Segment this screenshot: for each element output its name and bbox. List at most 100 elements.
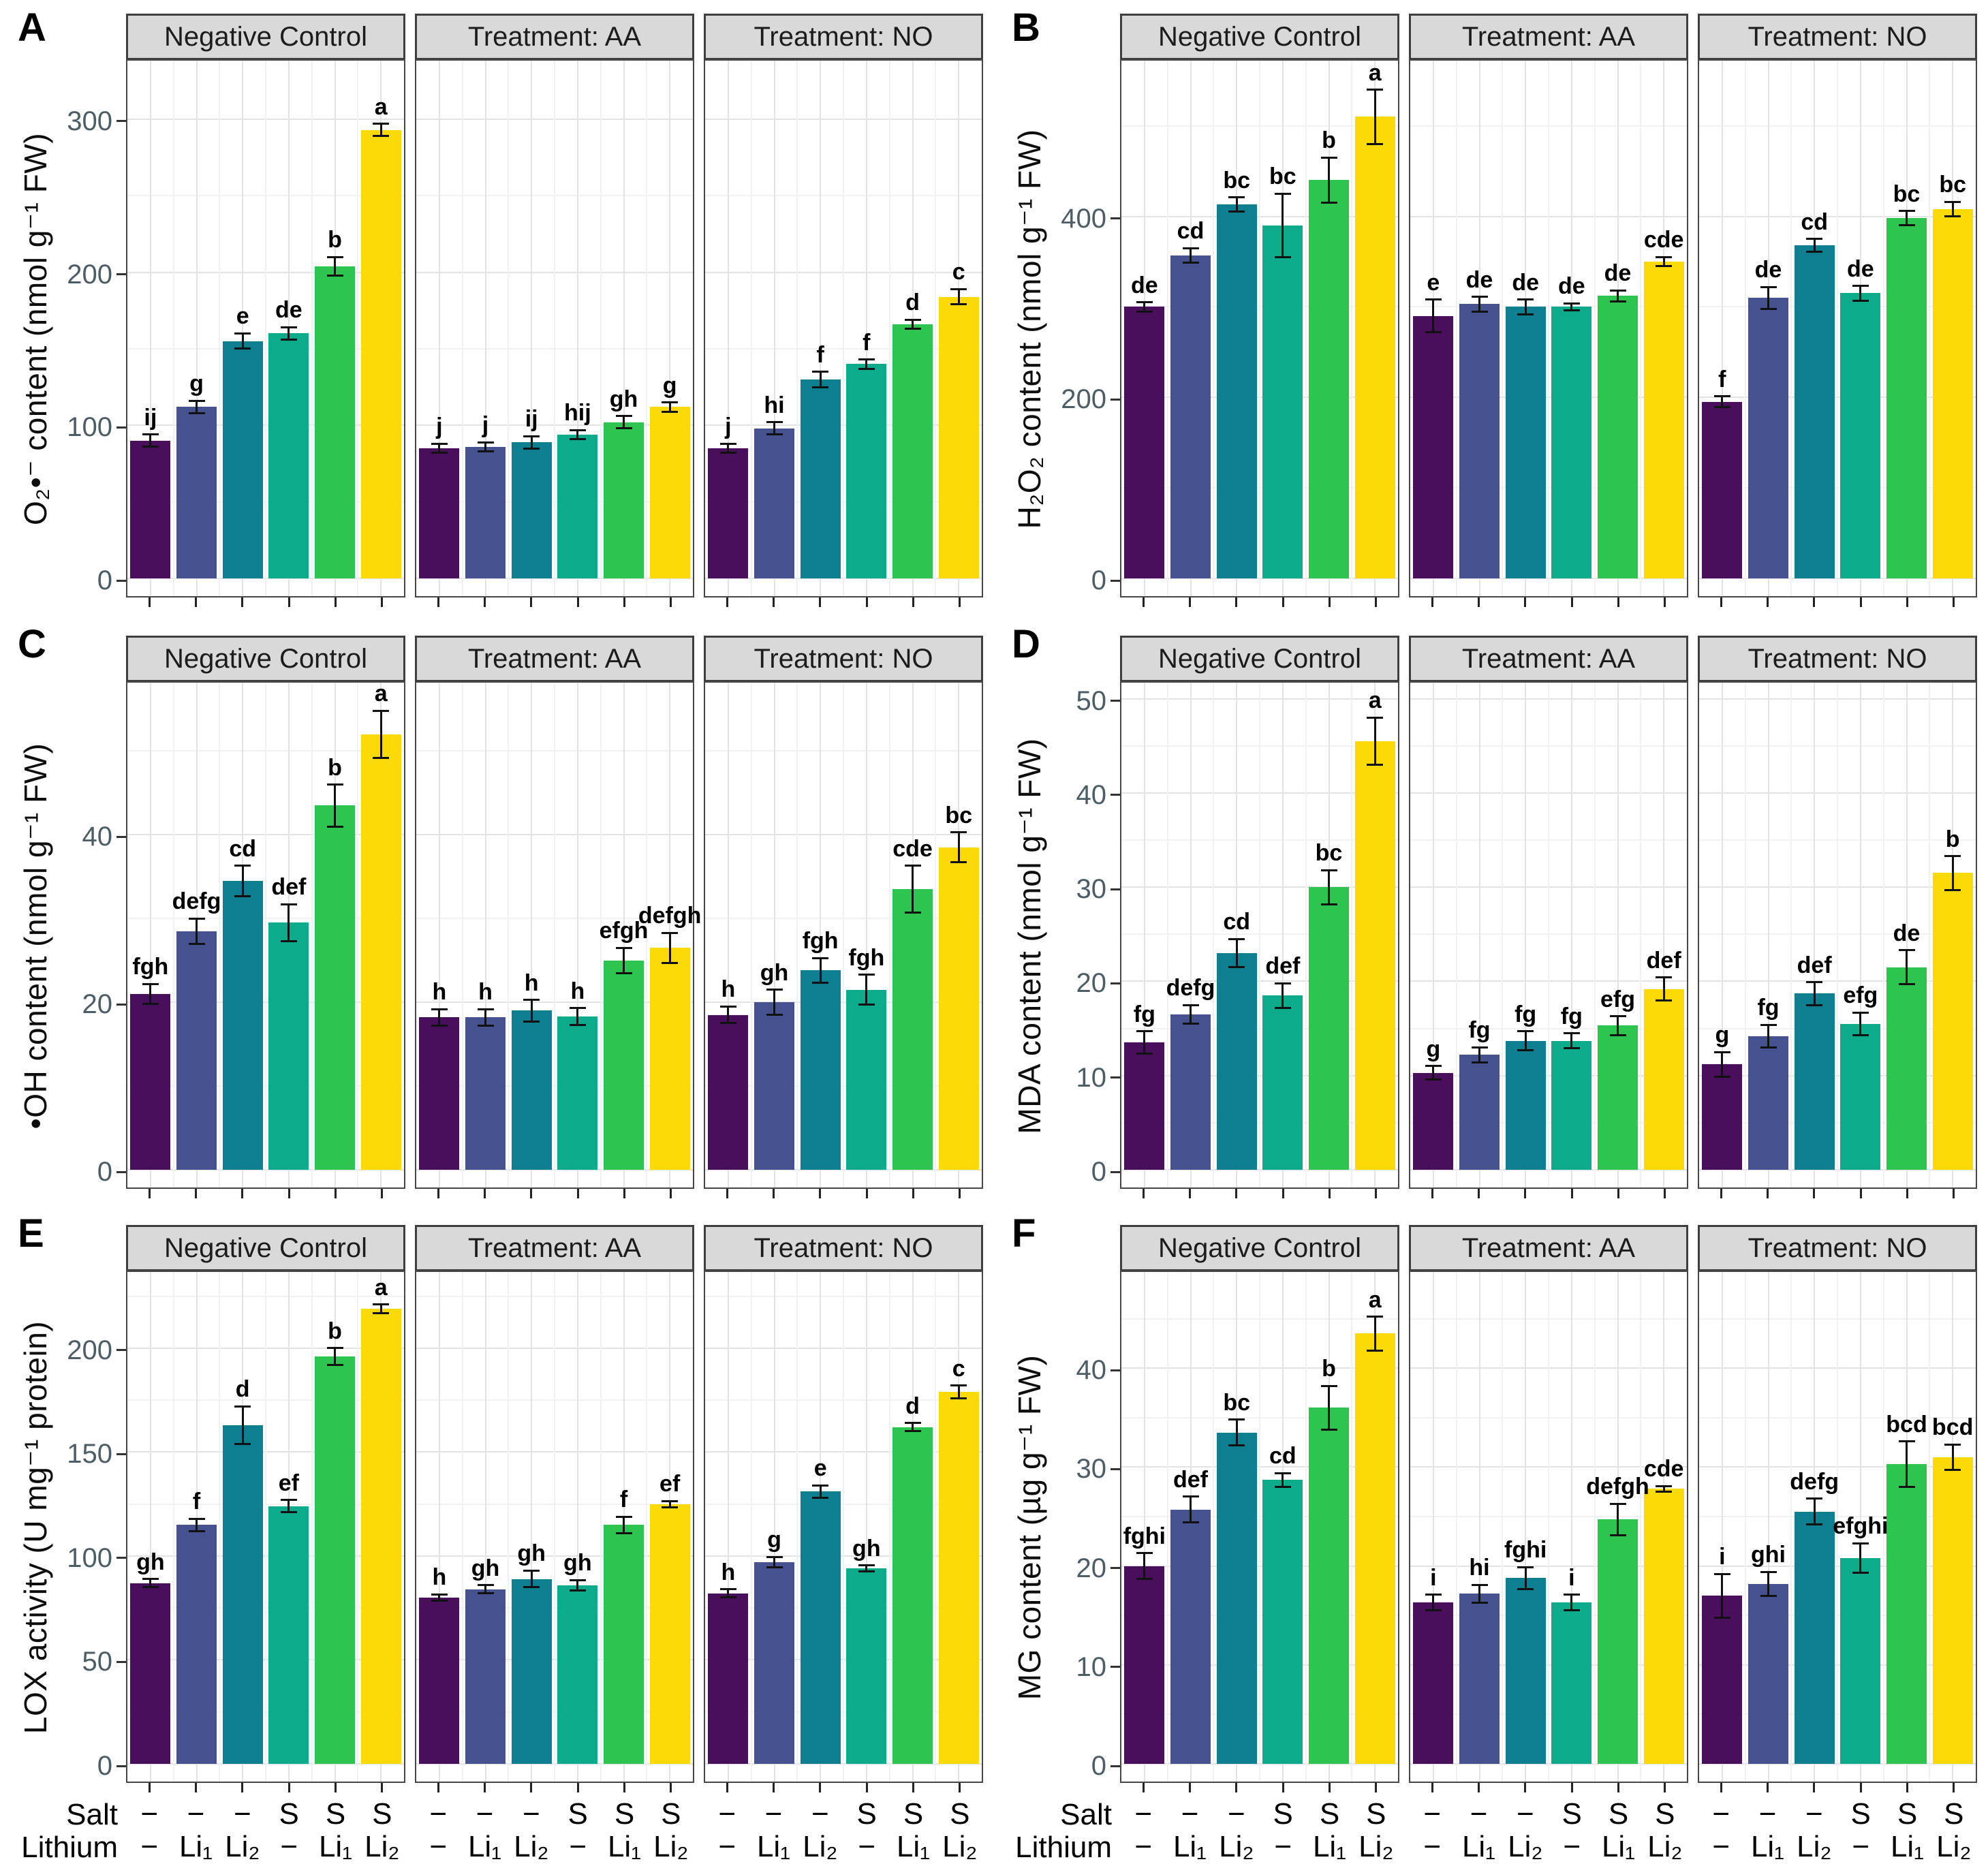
error-bar-cap	[326, 1347, 343, 1350]
error-bar-cap	[1852, 1034, 1869, 1036]
bar	[1309, 1408, 1349, 1764]
salt-value: −	[811, 1797, 829, 1831]
sig-letter: h	[432, 979, 447, 1006]
error-bar	[1767, 1572, 1769, 1596]
sig-letter: b	[1322, 1356, 1336, 1382]
error-bar-cap	[1517, 1048, 1534, 1051]
error-bar-cap	[234, 347, 251, 350]
error-bar-cap	[812, 1497, 829, 1500]
sig-letter: i	[1568, 1564, 1575, 1591]
lithium-value: −	[1852, 1830, 1870, 1863]
error-bar-cap	[1852, 299, 1869, 302]
error-bar-cap	[234, 1442, 251, 1445]
error-bar-cap	[719, 1588, 736, 1591]
x-tick-mark	[530, 1189, 533, 1198]
gridline-v-major	[1721, 61, 1723, 596]
gridline-v-major	[1432, 683, 1434, 1187]
error-bar-cap	[373, 756, 390, 759]
sig-letter: de	[1512, 269, 1539, 296]
facet-B-1: Treatment: AA e de de de de cde	[1409, 14, 1688, 614]
error-bar	[484, 1009, 486, 1026]
error-bar-cap	[1898, 210, 1915, 213]
error-bar-cap	[280, 326, 297, 328]
error-bar-cap	[188, 942, 205, 945]
error-bar	[1951, 202, 1954, 217]
facet-F-2: Treatment: NO i ghi defg efghi bcd bcd − − − S S S − L…	[1698, 1225, 1977, 1862]
sig-letter: cde	[1643, 1456, 1684, 1482]
gridline-v-major	[438, 61, 440, 596]
error-bar-cap	[1852, 1542, 1869, 1544]
error-bar-cap	[662, 401, 679, 404]
error-bar-cap	[1806, 238, 1823, 240]
x-tick-mark	[335, 597, 337, 607]
gridline-v-minor	[1594, 61, 1596, 596]
sig-letter: b	[328, 227, 342, 253]
salt-value: S	[1366, 1797, 1386, 1831]
lithium-value: Li₁	[1172, 1830, 1207, 1863]
error-bar-cap	[1898, 983, 1915, 986]
error-bar	[1235, 939, 1238, 967]
error-bar-cap	[1760, 285, 1777, 288]
error-bar-cap	[1228, 196, 1245, 199]
lithium-value: −	[858, 1830, 876, 1863]
bar	[1413, 1602, 1454, 1764]
bar	[1170, 1509, 1211, 1764]
facet-strip: Negative Control	[126, 1225, 405, 1271]
x-tick-mark	[241, 597, 244, 607]
gridline-v-major	[773, 61, 775, 596]
facet-strip: Treatment: NO	[1698, 636, 1977, 682]
gridline-v-minor	[1594, 1272, 1596, 1782]
sig-letter: fgh	[848, 944, 885, 971]
x-tick-mark	[1720, 1189, 1722, 1198]
gridline-v-minor	[935, 683, 937, 1187]
x-tick-mark	[195, 1189, 197, 1198]
bar	[1840, 1557, 1881, 1764]
sig-letter: fg	[1468, 1017, 1491, 1044]
error-bar-cap	[1471, 296, 1488, 298]
x-tick-mark	[865, 1783, 868, 1792]
x-tick-mark	[1375, 1783, 1378, 1792]
x-tick-mark	[1953, 1783, 1955, 1792]
y-tick-mark	[1111, 579, 1120, 582]
error-bar-cap	[569, 429, 586, 431]
sig-letter: bc	[1223, 1389, 1250, 1416]
sig-letter: i	[1430, 1564, 1437, 1591]
y-tick-mark	[117, 1003, 126, 1006]
facet-A-0: Negative Control ij g e de b a	[126, 14, 405, 614]
bar	[1643, 1489, 1684, 1764]
x-tick-mark	[1478, 1783, 1480, 1792]
error-bar	[438, 1594, 441, 1601]
x-tick-mark	[773, 597, 775, 607]
x-tick-mark	[288, 1783, 290, 1792]
sig-letter: def	[1265, 953, 1301, 980]
gridline-v-minor	[1455, 1272, 1457, 1782]
error-bar-cap	[326, 825, 343, 828]
bar	[360, 129, 401, 578]
gridline-v-major	[1859, 683, 1861, 1187]
salt-row: − − − S S S	[126, 1798, 405, 1829]
bar	[222, 1425, 263, 1764]
gridline-v-major	[865, 61, 867, 596]
gridline-v-minor	[1305, 61, 1307, 596]
error-bar	[1906, 1441, 1908, 1487]
facet-plot: i hi fghi i defgh cde	[1409, 1271, 1688, 1783]
y-tick-label: 20	[82, 989, 113, 1020]
x-tick-mark	[1235, 597, 1238, 607]
error-bar	[1282, 193, 1284, 258]
bar	[1794, 245, 1835, 578]
sig-letter: cde	[892, 835, 933, 862]
error-bar-cap	[326, 1363, 343, 1366]
y-tick-mark	[1111, 888, 1120, 890]
gridline-v-minor	[172, 1272, 174, 1782]
facet-F-0: Negative Control fghi def bc cd b a − − − S S S − Li₁ L…	[1120, 1225, 1399, 1862]
bar	[604, 422, 644, 578]
error-bar	[1190, 1496, 1192, 1523]
y-axis-A: O₂•⁻ content (nmol g⁻¹ FW) 0 100 200 300	[0, 14, 126, 617]
gridline-v-minor	[1640, 683, 1642, 1187]
error-bar-cap	[431, 1600, 448, 1602]
error-bar-cap	[188, 1529, 205, 1532]
gridline-v-minor	[1640, 1272, 1642, 1782]
bar	[1932, 208, 1973, 578]
gridline-v-minor	[1744, 1272, 1746, 1782]
gridline-v-major	[531, 683, 533, 1187]
